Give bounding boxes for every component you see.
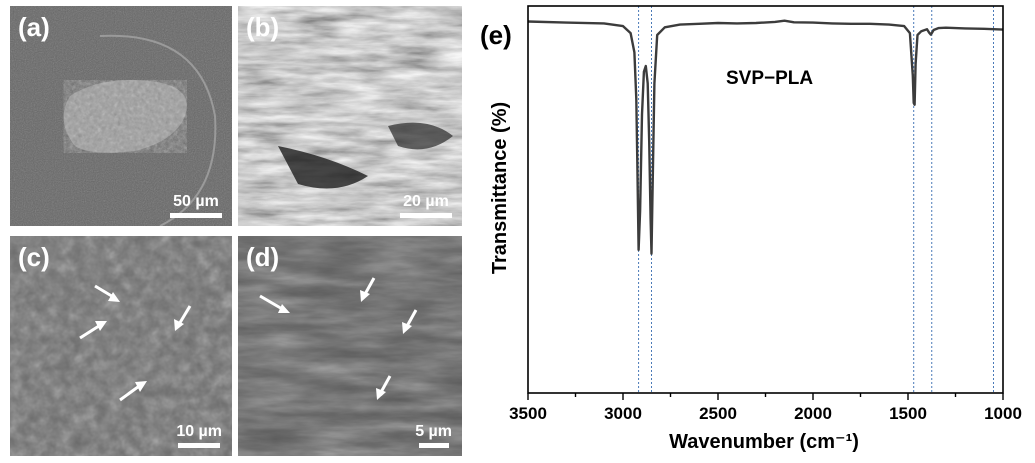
x-tick-label: 1000 [984,404,1022,423]
x-tick-label: 3000 [604,404,642,423]
sem-micrograph-c: (c) 10 µm [10,236,232,456]
x-tick-label: 2000 [794,404,832,423]
x-tick-label: 1500 [889,404,927,423]
x-tick-label: 3500 [509,404,547,423]
scale-bar-b: 20 µm [400,193,452,218]
x-tick-label: 2500 [699,404,737,423]
scale-bar-text-a: 50 µm [173,193,219,210]
sem-micrograph-b: (b) 20 µm [238,6,462,226]
arrow-group-d [259,277,418,400]
sem-micrograph-d: (d) 5 µm [238,236,462,456]
sem-image-c [10,236,232,456]
film-edge [99,34,217,226]
scale-bar-line-c [178,443,221,448]
series-label: SVP−PLA [726,68,813,89]
sem-micrograph-a: (a) 50 µm [10,6,232,226]
spectrum-series [527,19,1004,255]
panel-label-b: (b) [246,12,280,42]
panel-label-e: (e) [480,20,512,50]
panel-label-c: (c) [18,242,50,272]
scale-bar-text-d: 5 µm [415,423,452,440]
scale-bar-a: 50 µm [170,193,222,218]
scale-bar-line-a [170,213,222,218]
sem-image-d [238,236,462,456]
ftir-chart: (e) 3500 3000 2500 2000 1500 1000 SVP−PLA Wav… [480,5,1022,453]
cavity [388,122,453,150]
panel-label-a: (a) [18,12,50,42]
panel-label-d: (d) [246,242,280,272]
scale-bar-line-d [418,443,449,448]
spectrum-line [527,19,1004,255]
x-axis-ticks: 3500 3000 2500 2000 1500 1000 [509,393,1022,423]
sem-image-b [238,6,462,226]
scale-bar-text-c: 10 µm [176,423,222,440]
reference-lines [638,6,994,393]
cavity [278,146,368,189]
arrow-d1 [259,294,285,312]
scale-bar-text-b: 20 µm [403,193,449,210]
sem-image-a [10,6,232,226]
scale-bar-line-b [400,213,452,218]
y-axis-label: Transmittance (%) [489,102,511,274]
x-axis-label: Wavenumber (cm⁻¹) [669,431,859,453]
scale-bar-d: 5 µm [415,423,452,448]
scale-bar-c: 10 µm [176,423,222,448]
arrow-group-c [79,284,192,402]
